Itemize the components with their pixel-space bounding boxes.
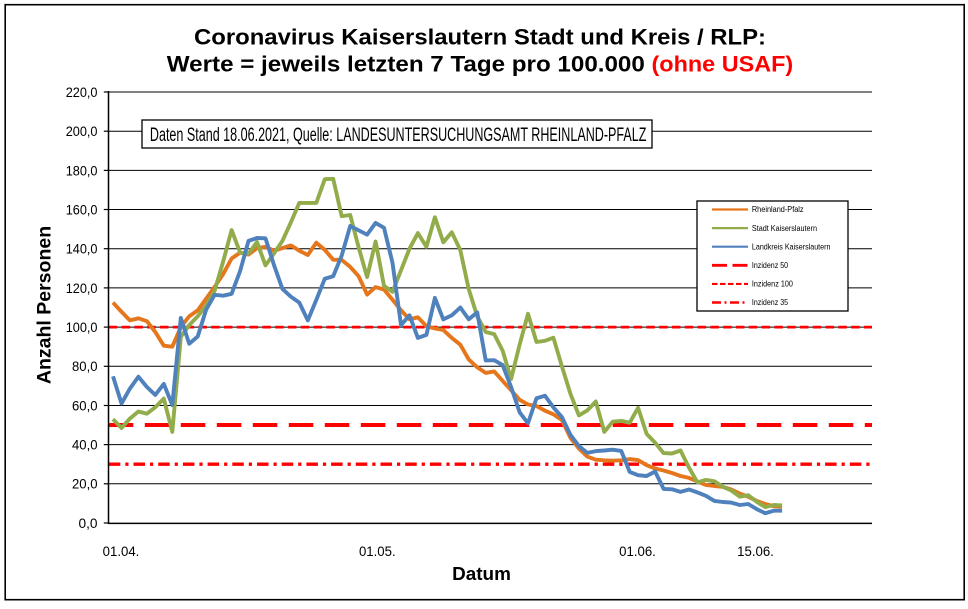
svg-text:Daten Stand 18.06.2021, Quelle: Daten Stand 18.06.2021, Quelle: LANDESUN… (150, 125, 647, 146)
svg-text:140,0: 140,0 (66, 242, 98, 257)
svg-text:220,0: 220,0 (66, 85, 98, 100)
svg-text:40,0: 40,0 (72, 438, 98, 453)
svg-text:Landkreis Kaiserslautern: Landkreis Kaiserslautern (752, 242, 831, 251)
svg-text:Stadt Kaiserslautern: Stadt Kaiserslautern (752, 224, 817, 233)
svg-text:01.05.: 01.05. (359, 543, 396, 559)
svg-text:60,0: 60,0 (72, 398, 98, 413)
svg-text:160,0: 160,0 (66, 202, 98, 217)
svg-text:100,0: 100,0 (66, 320, 98, 335)
svg-text:Datum: Datum (452, 564, 511, 585)
svg-text:15.06.: 15.06. (737, 543, 774, 559)
svg-text:Inzidenz 50: Inzidenz 50 (752, 261, 789, 270)
svg-text:120,0: 120,0 (66, 281, 98, 296)
svg-text:01.04.: 01.04. (103, 543, 140, 559)
svg-text:80,0: 80,0 (72, 359, 98, 374)
svg-text:Rheinland-Pfalz: Rheinland-Pfalz (752, 205, 804, 214)
svg-text:Anzahl Personen: Anzahl Personen (34, 226, 56, 384)
svg-text:Coronavirus Kaiserslautern Sta: Coronavirus Kaiserslautern Stadt und Kre… (194, 25, 766, 50)
svg-text:Inzidenz 35: Inzidenz 35 (752, 298, 789, 307)
svg-text:20,0: 20,0 (72, 477, 98, 492)
svg-text:01.06.: 01.06. (619, 543, 656, 559)
svg-text:Werte = jeweils letzten 7 Tage: Werte = jeweils letzten 7 Tage pro 100.0… (167, 52, 645, 77)
svg-text:200,0: 200,0 (66, 124, 98, 139)
svg-text:180,0: 180,0 (66, 163, 98, 178)
svg-text:0,0: 0,0 (79, 516, 98, 531)
svg-text:Inzidenz 100: Inzidenz 100 (752, 280, 794, 289)
svg-text:(ohne USAF): (ohne USAF) (652, 52, 794, 77)
